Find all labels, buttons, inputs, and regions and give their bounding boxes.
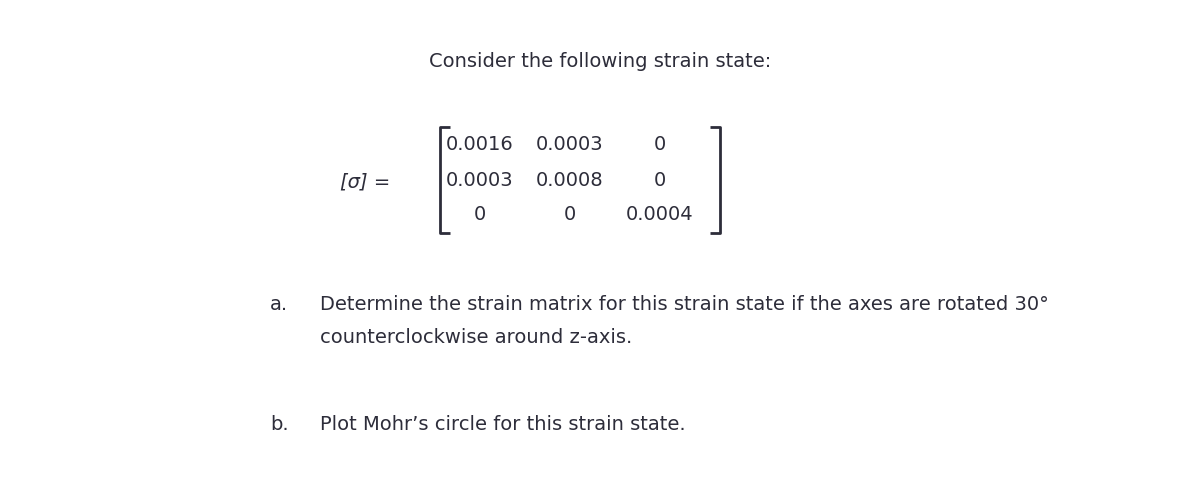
Text: 0: 0: [654, 135, 666, 154]
Text: [σ] =: [σ] =: [340, 173, 390, 192]
Text: a.: a.: [270, 295, 288, 314]
Text: counterclockwise around z-axis.: counterclockwise around z-axis.: [320, 328, 632, 347]
Text: 0.0003: 0.0003: [446, 171, 514, 190]
Text: 0.0003: 0.0003: [536, 135, 604, 154]
Text: b.: b.: [270, 415, 289, 434]
Text: 0.0008: 0.0008: [536, 171, 604, 190]
Text: Determine the strain matrix for this strain state if the axes are rotated 30°: Determine the strain matrix for this str…: [320, 295, 1049, 314]
Text: 0.0004: 0.0004: [626, 206, 694, 224]
Text: 0.0016: 0.0016: [446, 135, 514, 154]
Text: 0: 0: [654, 171, 666, 190]
Text: Plot Mohr’s circle for this strain state.: Plot Mohr’s circle for this strain state…: [320, 415, 685, 434]
Text: 0: 0: [474, 206, 486, 224]
Text: 0: 0: [564, 206, 576, 224]
Text: Consider the following strain state:: Consider the following strain state:: [428, 52, 772, 71]
